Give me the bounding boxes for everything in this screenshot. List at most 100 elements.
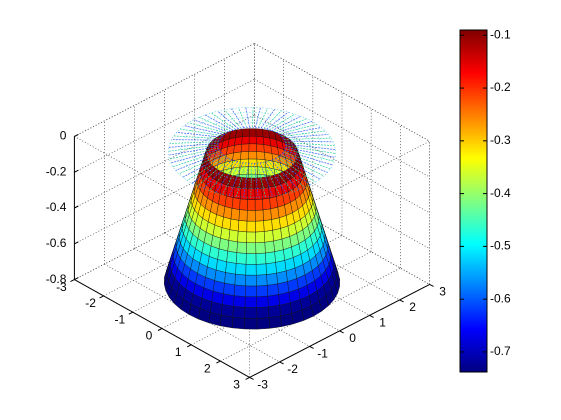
mesh-line	[172, 150, 221, 168]
mesh-line	[282, 134, 329, 139]
surface-face	[255, 242, 266, 254]
box-edge	[74, 136, 250, 235]
y-tick-label: 3	[439, 285, 446, 299]
surface-face	[255, 231, 265, 244]
surface-face	[268, 185, 277, 199]
surface-face	[246, 220, 256, 233]
surface-face	[247, 199, 256, 211]
surface-face	[256, 143, 265, 153]
mesh-ring	[167, 107, 337, 198]
mesh-line	[277, 124, 317, 135]
colorbar-tick-label: -0.2	[490, 80, 511, 94]
mesh-line	[204, 114, 234, 131]
surface-face	[246, 210, 256, 222]
z-tick-label: -0.4	[46, 200, 67, 214]
surface-face	[272, 228, 283, 242]
surface-face	[269, 196, 278, 210]
surface-face	[229, 218, 240, 232]
z-tick	[74, 169, 79, 173]
mesh-line	[254, 163, 259, 198]
surface-face	[240, 151, 250, 160]
colorbar-tick-label: -0.7	[490, 344, 511, 358]
grid-line	[254, 43, 430, 142]
surface-face	[231, 197, 241, 210]
surface-face	[221, 304, 234, 318]
surface-face	[248, 166, 258, 175]
surface-face	[245, 285, 257, 297]
mesh-line	[257, 162, 266, 197]
z-tick-label: 0	[60, 129, 67, 143]
mesh-line	[262, 162, 280, 196]
mesh-line	[278, 155, 321, 180]
y-tick	[249, 376, 254, 380]
surface-face	[254, 177, 262, 190]
surface-face	[237, 230, 248, 243]
surface-face	[239, 198, 248, 211]
grid-line	[134, 248, 310, 347]
mesh-line	[182, 154, 225, 178]
x-tick-label: -2	[85, 296, 96, 310]
y-tick	[429, 283, 434, 287]
grid-line	[220, 267, 401, 362]
surface-face	[255, 252, 267, 265]
colorbar	[459, 29, 488, 373]
mesh-line	[285, 143, 336, 150]
surface-face	[228, 229, 239, 243]
mesh-line	[282, 152, 328, 173]
x-tick	[128, 311, 134, 315]
y-tick-label: 1	[379, 316, 386, 330]
surface-face	[232, 306, 246, 319]
mesh-line	[231, 108, 245, 128]
grid-line	[254, 78, 430, 178]
surface-face	[273, 238, 284, 252]
y-tick-label: -2	[287, 362, 298, 376]
mesh-line	[215, 161, 238, 193]
surface-face	[230, 208, 240, 221]
colorbar-tick-label: -0.1	[490, 27, 511, 41]
mesh-line	[221, 161, 241, 195]
surface-face	[245, 264, 257, 276]
mesh-line	[284, 140, 334, 143]
surface-face	[227, 174, 236, 188]
grid-line	[104, 263, 280, 363]
surface-face	[261, 187, 270, 200]
surface-face	[256, 274, 268, 287]
mesh-line	[285, 146, 336, 158]
surface-face	[240, 177, 249, 189]
surface-face	[241, 135, 250, 145]
mesh-line	[202, 159, 233, 189]
mesh-line	[173, 135, 221, 140]
surface-face	[263, 219, 273, 232]
surface-face	[271, 217, 281, 231]
grid-line	[74, 43, 255, 137]
y-tick	[279, 361, 284, 365]
x-tick	[99, 295, 104, 299]
grid-line	[74, 78, 255, 173]
mesh-line	[188, 122, 227, 134]
mesh-line	[285, 142, 335, 147]
mesh-line	[257, 108, 268, 128]
mesh-line	[271, 115, 302, 132]
mesh-line	[260, 109, 276, 129]
mesh-ring	[218, 126, 286, 164]
x-tick	[70, 279, 75, 283]
y-tick	[369, 314, 374, 318]
surface-face	[246, 242, 257, 254]
surface-face	[224, 195, 234, 209]
grid-line	[254, 114, 430, 214]
surface-face	[255, 263, 267, 276]
z-tick	[74, 205, 79, 209]
surface-face	[231, 316, 246, 330]
surface-face	[265, 251, 276, 264]
surface-face	[248, 158, 258, 167]
mesh-line	[183, 125, 225, 135]
surface-face	[238, 220, 248, 233]
x-tick	[186, 344, 192, 348]
x-tick	[157, 328, 163, 331]
surface-face	[233, 284, 246, 297]
surface-face	[244, 296, 257, 308]
colorbar-tick-label: -0.5	[490, 239, 511, 253]
mesh-line	[283, 137, 332, 140]
x-tick-label: 1	[175, 345, 182, 359]
